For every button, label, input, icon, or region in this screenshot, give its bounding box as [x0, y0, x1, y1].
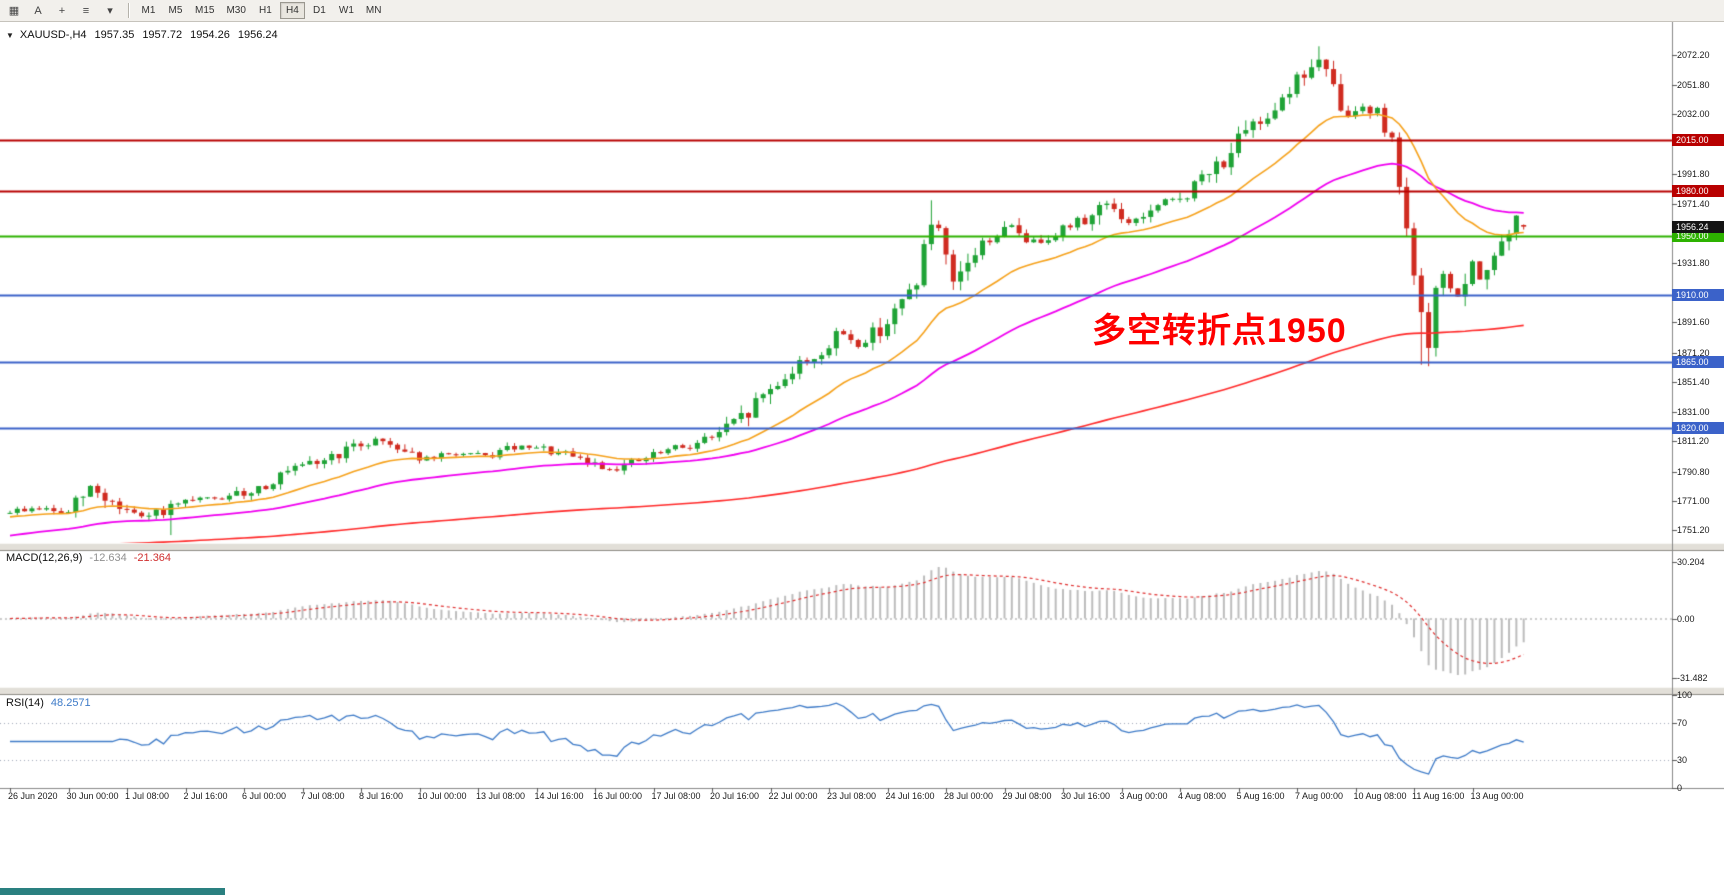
rsi-name: RSI(14)	[6, 697, 44, 709]
rsi-value: 48.2571	[50, 697, 91, 709]
x-axis-label: 5 Aug 16:00	[1236, 791, 1285, 801]
timeframe-button-m15[interactable]: M15	[195, 5, 215, 16]
price-chart-canvas[interactable]	[0, 22, 1724, 895]
x-axis-label: 17 Jul 08:00	[651, 791, 701, 801]
y-axis-label: 2032.00	[1677, 109, 1710, 120]
line-studies-icon[interactable]: ≡	[82, 4, 90, 17]
dropdown-caret-icon[interactable]: ▾	[107, 5, 113, 17]
y-axis-label: 1751.20	[1677, 525, 1710, 536]
price-line-label: 1950.00	[1672, 229, 1724, 242]
y-axis-label: 1971.40	[1677, 199, 1710, 210]
crosshair-icon[interactable]: +	[58, 4, 66, 17]
time-axis[interactable]: 26 Jun 2020 30 Jun 00:00 1 Jul 08:00 2 Jul …	[0, 790, 1724, 806]
ohlc-readout: ▼ XAUUSD-,H4 1957.35 1957.72 1954.26 195…	[6, 29, 278, 41]
macd-value-main: -12.634	[89, 552, 127, 564]
x-axis-label: 7 Jul 08:00	[300, 791, 345, 801]
x-axis-label: 2 Jul 16:00	[183, 791, 228, 801]
y-axis-label: 1811.20	[1677, 436, 1709, 447]
x-axis-label: 23 Jul 08:00	[827, 791, 877, 801]
chart-window: ▼ XAUUSD-,H4 1957.35 1957.72 1954.26 195…	[0, 22, 1724, 895]
collapse-triangle-icon[interactable]: ▼	[6, 30, 14, 40]
toolbar: ▦ A + ≡ ▾ M1 M5 M15 M30 H1 H4 D1 W1 MN	[0, 0, 1724, 22]
ohlc-high: 1957.72	[142, 29, 183, 41]
timeframe-button-h4[interactable]: H4	[279, 2, 305, 19]
price-line-label: 2015.00	[1672, 133, 1724, 146]
y-axis-label: 2072.20	[1677, 49, 1710, 60]
x-axis-label: 3 Aug 00:00	[1119, 791, 1168, 801]
x-axis-label: 24 Jul 16:00	[885, 791, 935, 801]
timeframe-button-m5[interactable]: M5	[168, 5, 183, 16]
timeframe-button-w1[interactable]: W1	[338, 5, 354, 16]
y-axis-label: 1991.80	[1677, 168, 1710, 179]
timeframe-button-m1[interactable]: M1	[141, 5, 156, 16]
price-axis[interactable]: 2072.20 2051.80 2032.00 1991.80 1971.40 1931.…	[1672, 22, 1724, 808]
current-price-label: 1956.24	[1672, 220, 1724, 233]
price-line-label: 1820.00	[1672, 422, 1724, 435]
x-axis-label: 4 Aug 08:00	[1178, 791, 1227, 801]
x-axis-label: 28 Jul 00:00	[944, 791, 994, 801]
x-axis-label: 14 Jul 16:00	[534, 791, 584, 801]
toolbar-separator	[128, 3, 129, 18]
y-axis-label: 2051.80	[1677, 80, 1710, 91]
x-axis-label: 8 Jul 16:00	[359, 791, 404, 801]
price-line-label: 1865.00	[1672, 355, 1724, 368]
chart-window-icon[interactable]: ▦	[8, 5, 20, 17]
x-axis-label: 13 Aug 00:00	[1470, 791, 1524, 801]
y-axis-label: 1931.80	[1677, 257, 1710, 268]
x-axis-label: 22 Jul 00:00	[768, 791, 818, 801]
x-axis-label: 26 Jun 2020	[8, 791, 58, 801]
macd-axis-label: 30.204	[1677, 556, 1705, 567]
y-axis-label: 1831.00	[1677, 407, 1710, 418]
timeframe-buttons-group: M1 M5 M15 M30 H1 H4 D1 W1 MN	[136, 2, 386, 19]
macd-label: MACD(12,26,9) -12.634 -21.364	[6, 552, 171, 564]
x-axis-label: 10 Aug 08:00	[1353, 791, 1407, 801]
ohlc-low: 1954.26	[190, 29, 230, 41]
y-axis-label: 1871.20	[1677, 347, 1710, 358]
x-axis-label: 7 Aug 00:00	[1295, 791, 1344, 801]
y-axis-label: 1891.60	[1677, 317, 1710, 328]
ohlc-open: 1957.35	[94, 29, 135, 41]
rsi-axis-label: 70	[1677, 717, 1688, 728]
text-tool-a-icon[interactable]: A	[34, 4, 42, 17]
rsi-axis-label: 30	[1677, 755, 1688, 766]
x-axis-label: 11 Aug 16:00	[1412, 791, 1465, 801]
macd-value-signal: -21.364	[133, 552, 172, 564]
macd-axis-label: -31.482	[1677, 672, 1708, 683]
x-axis-label: 30 Jun 00:00	[66, 791, 119, 801]
y-axis-label: 1851.40	[1677, 376, 1710, 387]
x-axis-label: 10 Jul 00:00	[417, 791, 467, 801]
timeframe-button-m30[interactable]: M30	[226, 5, 246, 16]
x-axis-label: 16 Jul 00:00	[593, 791, 643, 801]
y-axis-label: 1790.80	[1677, 466, 1710, 477]
timeframe-button-mn[interactable]: MN	[365, 5, 382, 16]
rsi-axis-label: 0	[1677, 783, 1683, 793]
timeframe-button-d1[interactable]: D1	[313, 5, 326, 16]
x-axis-label: 30 Jul 16:00	[1061, 791, 1111, 801]
bottom-panel-fragment	[0, 888, 225, 895]
y-axis-label: 1771.00	[1677, 496, 1710, 506]
x-axis-label: 20 Jul 16:00	[710, 791, 760, 801]
x-axis-label: 6 Jul 00:00	[242, 791, 287, 801]
price-line-label: 1910.00	[1672, 289, 1724, 302]
timeframe-button-h1[interactable]: H1	[259, 5, 272, 16]
price-line-label: 1980.00	[1672, 185, 1724, 198]
macd-axis-label: 0.00	[1677, 613, 1695, 624]
macd-name: MACD(12,26,9)	[6, 552, 83, 564]
rsi-axis-label: 100	[1677, 690, 1693, 700]
rsi-label: RSI(14) 48.2571	[6, 697, 91, 709]
x-axis-label: 13 Jul 08:00	[476, 791, 526, 801]
symbol-period-label: XAUUSD-,H4	[19, 29, 87, 41]
x-axis-label: 1 Jul 08:00	[125, 791, 170, 801]
toolbar-tools-group: ▦ A + ≡ ▾	[3, 2, 121, 20]
ohlc-close: 1956.24	[237, 29, 278, 41]
x-axis-label: 29 Jul 08:00	[1002, 791, 1052, 801]
chart-annotation: 多空转折点1950	[1092, 312, 1347, 350]
